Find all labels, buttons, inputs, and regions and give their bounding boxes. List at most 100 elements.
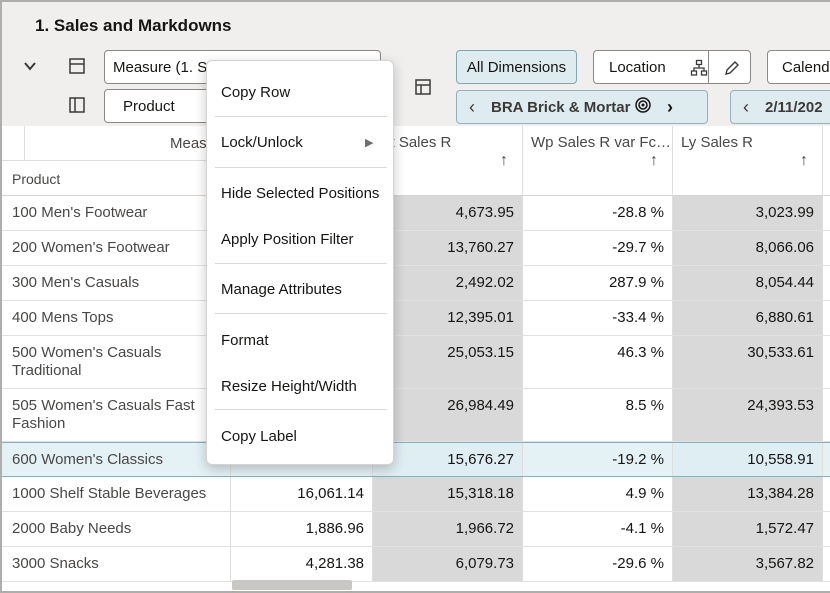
column-header-3[interactable]: Ly Sales R ↑ (673, 126, 823, 196)
header-divider (24, 126, 25, 160)
date-breadcrumb[interactable]: ‹ 2/11/202 (730, 90, 830, 124)
chevron-left-icon[interactable]: ‹ (469, 96, 475, 117)
table-row[interactable]: 500 Women's Casuals Traditional 25,053.1… (2, 336, 830, 389)
menu-item-resize-height-width[interactable]: Resize Height/Width (221, 378, 357, 395)
value-cell[interactable]: 4.9 % (523, 477, 673, 511)
toolbar: Measure (1. Sa Product All Dimensions Lo… (2, 46, 830, 126)
measure-select-value: Measure (1. Sa (113, 59, 216, 76)
target-icon[interactable] (631, 96, 655, 118)
side-panel-icon[interactable] (63, 91, 91, 119)
value-cell[interactable]: 1,886.96 (231, 512, 373, 546)
corner-header: Meas Product (2, 126, 231, 196)
date-chevron-left-icon[interactable]: ‹ (743, 96, 749, 117)
sort-up-arrow-icon[interactable]: ↑ (500, 152, 508, 169)
pivot-layout-icon[interactable] (409, 73, 437, 101)
data-grid: Meas Product st Sales R ↑ Wp Sales R var… (2, 126, 830, 591)
sort-up-arrow-icon[interactable]: ↑ (650, 152, 658, 169)
table-row[interactable]: 400 Mens Tops 12,395.01 -33.4 % 6,880.61 (2, 301, 830, 336)
table-layout-icon[interactable] (63, 52, 91, 80)
product-cell[interactable]: 505 Women's Casuals Fast Fashion (2, 389, 231, 441)
menu-divider (215, 167, 387, 168)
menu-item-hide-selected-positions[interactable]: Hide Selected Positions (221, 185, 380, 202)
product-cell[interactable]: 500 Women's Casuals Traditional (2, 336, 231, 388)
table-row[interactable]: 3000 Snacks 4,281.38 6,079.73 -29.6 % 3,… (2, 547, 830, 582)
value-cell[interactable]: 1,572.47 (673, 512, 823, 546)
sort-up-arrow-icon[interactable]: ↑ (800, 152, 808, 169)
hierarchy-icon[interactable] (690, 59, 708, 81)
menu-item-manage-attributes[interactable]: Manage Attributes (221, 281, 342, 298)
column-header-1[interactable]: st Sales R ↑ (373, 126, 523, 196)
product-cell[interactable]: 600 Women's Classics (2, 443, 231, 476)
value-cell[interactable]: 46.3 % (523, 336, 673, 388)
all-dimensions-button[interactable]: All Dimensions (456, 50, 577, 84)
table-row[interactable]: 200 Women's Footwear 13,760.27 -29.7 % 8… (2, 231, 830, 266)
table-row[interactable]: 300 Men's Casuals 2,492.02 287.9 % 8,054… (2, 266, 830, 301)
product-cell[interactable]: 1000 Shelf Stable Beverages (2, 477, 231, 511)
location-breadcrumb-value: BRA Brick & Mortar (491, 98, 631, 116)
value-cell[interactable]: 8.5 % (523, 389, 673, 441)
measure-header-label: Meas (170, 135, 207, 152)
value-cell[interactable]: 10,558.91 (673, 443, 823, 476)
value-cell[interactable]: 15,676.27 (373, 443, 523, 476)
value-cell[interactable]: 15,318.18 (373, 477, 523, 511)
value-cell[interactable]: -4.1 % (523, 512, 673, 546)
value-cell[interactable]: 4,673.95 (373, 196, 523, 230)
location-breadcrumb[interactable]: ‹ BRA Brick & Mortar › (456, 90, 708, 124)
menu-divider (215, 116, 387, 117)
column-header-2[interactable]: Wp Sales R var Fc… ↑ (523, 126, 673, 196)
collapse-chevron-icon[interactable] (16, 52, 44, 80)
submenu-arrow-icon: ▶ (365, 137, 374, 149)
calendar-button[interactable]: Calenda (767, 50, 830, 84)
product-cell[interactable]: 200 Women's Footwear (2, 231, 231, 265)
product-cell[interactable]: 300 Men's Casuals (2, 266, 231, 300)
location-label: Location (609, 58, 666, 76)
product-select[interactable]: Product (104, 89, 214, 123)
value-cell[interactable]: 4,281.38 (231, 547, 373, 581)
chevron-right-icon[interactable]: › (667, 96, 673, 117)
value-cell[interactable]: 24,393.53 (673, 389, 823, 441)
table-row[interactable]: 505 Women's Casuals Fast Fashion 26,984.… (2, 389, 830, 442)
value-cell[interactable]: 6,880.61 (673, 301, 823, 335)
value-cell[interactable]: 30,533.61 (673, 336, 823, 388)
product-cell[interactable]: 3000 Snacks (2, 547, 231, 581)
menu-item-format[interactable]: Format (221, 332, 269, 349)
value-cell[interactable]: 26,984.49 (373, 389, 523, 441)
value-cell[interactable]: -29.6 % (523, 547, 673, 581)
value-cell[interactable]: 3,567.82 (673, 547, 823, 581)
page-title: 1. Sales and Markdowns (35, 16, 232, 35)
table-row-selected[interactable]: 600 Women's Classics 15,676.27 -19.2 % 1… (2, 442, 830, 477)
menu-item-copy-row[interactable]: Copy Row (221, 84, 291, 101)
value-cell[interactable]: 13,384.28 (673, 477, 823, 511)
value-cell[interactable]: -33.4 % (523, 301, 673, 335)
product-cell[interactable]: 2000 Baby Needs (2, 512, 231, 546)
value-cell[interactable]: 12,395.01 (373, 301, 523, 335)
value-cell[interactable]: 6,079.73 (373, 547, 523, 581)
header-split (2, 160, 231, 161)
table-row[interactable]: 2000 Baby Needs 1,886.96 1,966.72 -4.1 %… (2, 512, 830, 547)
column-header-label: st Sales R (383, 134, 452, 151)
horizontal-scrollbar-thumb[interactable] (232, 580, 352, 590)
edit-pencil-icon[interactable] (723, 59, 741, 81)
value-cell[interactable]: -28.8 % (523, 196, 673, 230)
value-cell[interactable]: 3,023.99 (673, 196, 823, 230)
table-row[interactable]: 1000 Shelf Stable Beverages 16,061.14 15… (2, 477, 830, 512)
value-cell[interactable]: 2,492.02 (373, 266, 523, 300)
menu-item-copy-label[interactable]: Copy Label (221, 428, 297, 445)
value-cell[interactable]: 13,760.27 (373, 231, 523, 265)
title-bar: 1. Sales and Markdowns (2, 2, 830, 46)
product-cell[interactable]: 400 Mens Tops (2, 301, 231, 335)
value-cell[interactable]: -19.2 % (523, 443, 673, 476)
value-cell[interactable]: 16,061.14 (231, 477, 373, 511)
value-cell[interactable]: -29.7 % (523, 231, 673, 265)
value-cell[interactable]: 287.9 % (523, 266, 673, 300)
column-header-label: Ly Sales R (681, 134, 753, 151)
value-cell[interactable]: 1,966.72 (373, 512, 523, 546)
value-cell[interactable]: 8,054.44 (673, 266, 823, 300)
location-button[interactable]: Location (593, 50, 751, 84)
menu-item-apply-position-filter[interactable]: Apply Position Filter (221, 231, 354, 248)
value-cell[interactable]: 8,066.06 (673, 231, 823, 265)
table-row[interactable]: 100 Men's Footwear 4,673.95 -28.8 % 3,02… (2, 196, 830, 231)
value-cell[interactable]: 25,053.15 (373, 336, 523, 388)
product-cell[interactable]: 100 Men's Footwear (2, 196, 231, 230)
menu-item-lock-unlock[interactable]: Lock/Unlock (221, 134, 303, 151)
